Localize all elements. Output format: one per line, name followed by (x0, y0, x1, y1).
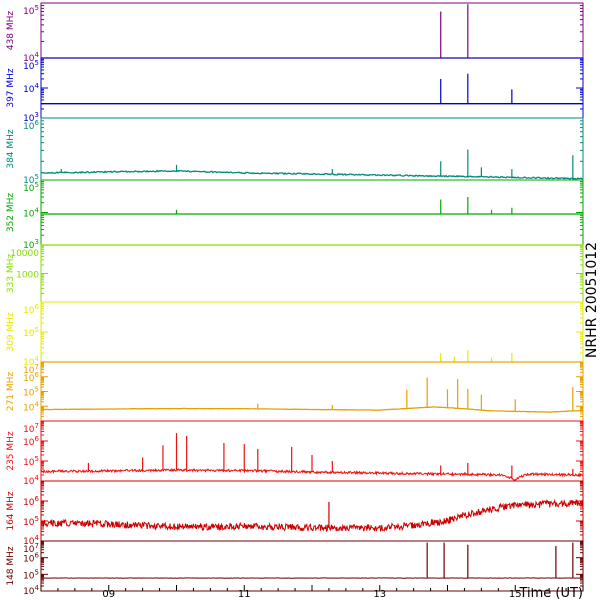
panel-8: 104 105 106 164 MHz (6, 480, 584, 547)
panel-0: 104 105 438 MHz (6, 2, 584, 64)
y-tick-label: 105 (23, 59, 39, 72)
series-line (40, 169, 584, 180)
panel-label: 309 MHz (6, 312, 16, 352)
y-tick-label: 105 (23, 181, 39, 194)
panel-label: 352 MHz (6, 193, 16, 233)
y-tick-label: 10000 (10, 249, 39, 259)
panel-label: 235 MHz (6, 431, 16, 471)
y-tick-label: 107 (23, 363, 39, 376)
y-tick-label: 103 (23, 238, 39, 251)
y-tick-label: 105 (23, 455, 39, 468)
panel-label: 438 MHz (6, 11, 16, 51)
y-tick-label: 104 (23, 584, 39, 597)
panel-frame (40, 244, 584, 303)
y-tick-label: 104 (23, 474, 39, 487)
y-tick-label: 106 (23, 495, 39, 508)
panel-frame (40, 179, 584, 246)
x-axis-label: Time (UT) (518, 586, 583, 600)
panel-frame (40, 540, 584, 592)
y-tick-label: 106 (23, 303, 39, 316)
x-tick-label: 09 (102, 589, 115, 600)
y-tick-label: 106 (23, 119, 39, 132)
y-tick-label: 105 (23, 386, 39, 399)
y-tick-label: 107 (23, 422, 39, 435)
panel-label: 164 MHz (6, 491, 16, 531)
y-tick-label: 1000 (16, 271, 39, 281)
y-tick-label: 104 (23, 82, 39, 95)
y-tick-label: 104 (23, 534, 39, 547)
y-tick-label: 106 (23, 552, 39, 565)
y-tick-label: 104 (23, 355, 39, 368)
y-tick-label: 105 (23, 515, 39, 528)
y-tick-label: 104 (23, 400, 39, 413)
y-tick-label: 106 (23, 435, 39, 448)
panel-frame (40, 2, 584, 59)
x-tick-label: 11 (238, 589, 251, 600)
station-date-label: NRHR 20051012 (584, 242, 600, 358)
y-tick-label: 104 (23, 207, 39, 220)
y-tick-label: 103 (23, 111, 39, 124)
x-tick-label: 13 (373, 589, 386, 600)
panel-label: 148 MHz (6, 546, 16, 586)
panel-label: 397 MHz (6, 68, 16, 108)
panel-frame (40, 361, 584, 422)
panel-frame (40, 301, 584, 363)
panel-frame (40, 57, 584, 119)
panel-3: 103 104 105 352 MHz (6, 179, 584, 251)
panel-5: 104 105 106 309 MHz (6, 301, 584, 368)
y-tick-label: 105 (23, 173, 39, 186)
x-axis: 09 11 13 15 (40, 585, 584, 600)
panel-label: 333 MHz (6, 254, 16, 294)
y-tick-label: 105 (23, 568, 39, 581)
panel-2: 105 106 384 MHz (6, 117, 584, 186)
y-tick-label: 104 (23, 51, 39, 64)
series-line (40, 498, 584, 533)
y-tick-label: 106 (23, 371, 39, 384)
x-tick-label: 15 (509, 589, 522, 600)
panel-1: 103 104 105 397 MHz (6, 57, 584, 124)
y-tick-label: 105 (23, 4, 39, 17)
panel-label: 271 MHz (6, 372, 16, 412)
series-line (40, 406, 584, 413)
panel-frame (40, 480, 584, 542)
y-tick-label: 107 (23, 542, 39, 555)
panel-label: 384 MHz (6, 129, 16, 169)
y-tick-label: 105 (23, 326, 39, 339)
